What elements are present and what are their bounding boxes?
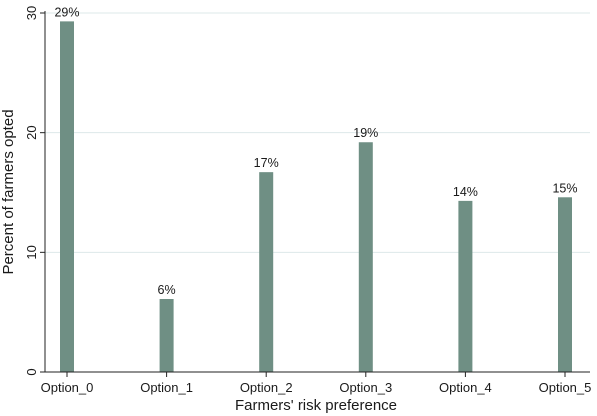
data-labels: 29% 6% 17% 19% 14% 15% — [54, 5, 577, 297]
x-tick-label-option-1: Option_1 — [140, 380, 193, 395]
x-tick-label-option-4: Option_4 — [439, 380, 492, 395]
data-label-option-2: 17% — [254, 156, 279, 170]
bar-option-5 — [558, 197, 572, 372]
data-label-option-4: 14% — [453, 185, 478, 199]
data-label-option-5: 15% — [552, 181, 577, 195]
y-tick-label-20: 20 — [24, 125, 39, 139]
x-tick-label-option-5: Option_5 — [539, 380, 592, 395]
axes: 0 10 20 30 Option_0 Option_1 Option_2 Option_3 O… — [24, 6, 591, 395]
gridlines — [45, 12, 590, 253]
bars — [60, 21, 572, 372]
y-tick-label-0: 0 — [24, 368, 39, 375]
bar-option-3 — [358, 142, 373, 372]
x-tick-label-option-3: Option_3 — [339, 380, 392, 395]
x-axis-title: Farmers' risk preference — [235, 397, 397, 414]
y-axis-title: Percent of farmers opted — [0, 109, 17, 274]
data-label-option-0: 29% — [54, 5, 79, 19]
data-label-option-3: 19% — [353, 126, 378, 140]
x-tick-label-option-0: Option_0 — [41, 380, 94, 395]
x-tick-label-option-2: Option_2 — [240, 380, 293, 395]
y-tick-label-10: 10 — [24, 245, 39, 259]
bar-option-4 — [458, 200, 473, 372]
data-label-option-1: 6% — [158, 283, 176, 297]
bar-option-1 — [159, 299, 174, 372]
y-tick-label-30: 30 — [24, 6, 39, 20]
bar-option-2 — [259, 172, 274, 372]
bar-option-0 — [60, 21, 74, 372]
